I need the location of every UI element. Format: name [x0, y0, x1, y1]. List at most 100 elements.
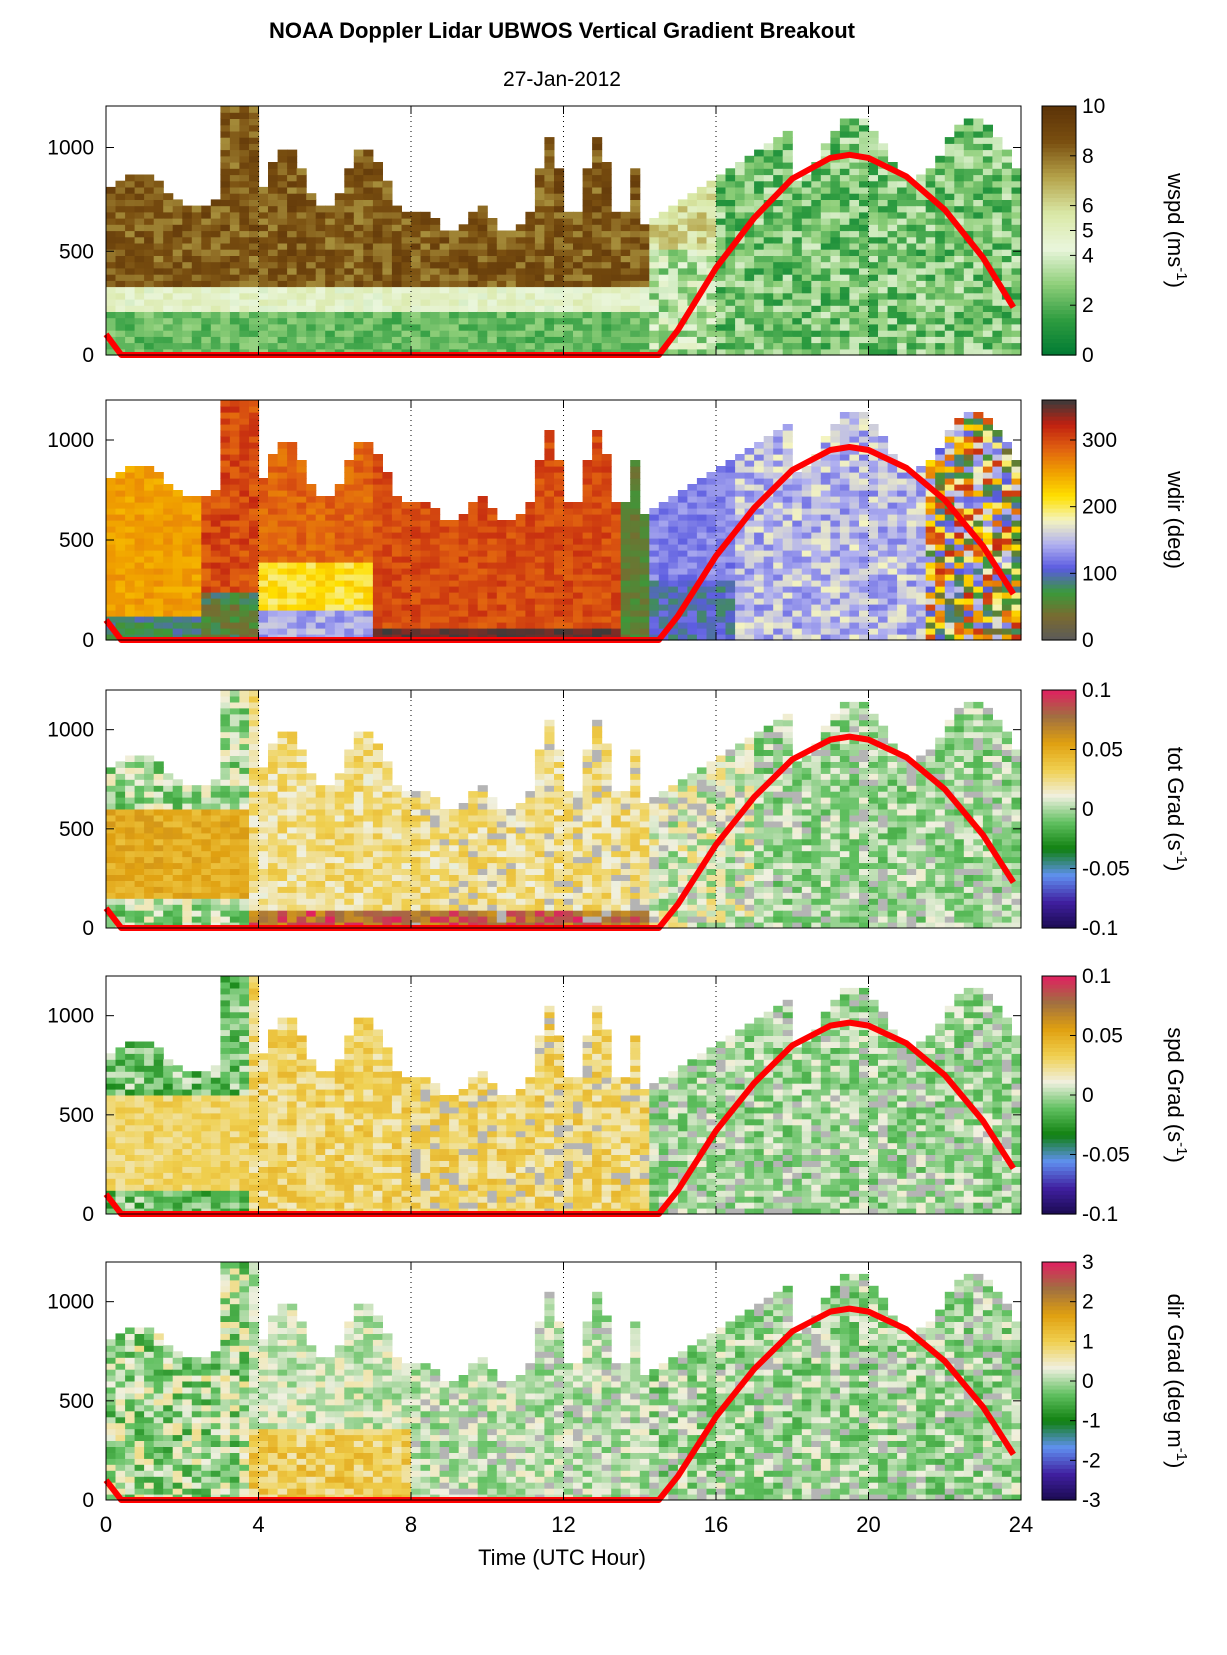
heatmap-cell — [296, 616, 307, 623]
heatmap-cell — [382, 568, 393, 575]
heatmap-cell — [839, 242, 850, 250]
heatmap-cell — [220, 242, 231, 250]
heatmap-cell — [439, 323, 450, 331]
heatmap-cell — [401, 211, 412, 219]
heatmap-cell — [239, 622, 250, 629]
heatmap-cell — [220, 502, 231, 509]
heatmap-cell — [372, 249, 383, 256]
heatmap-cell — [468, 249, 479, 256]
heatmap-cell — [763, 598, 774, 605]
heatmap-cell — [487, 520, 498, 527]
heatmap-cell — [344, 255, 355, 263]
heatmap-cell — [820, 211, 831, 219]
heatmap-cell — [878, 155, 889, 163]
heatmap-cell — [878, 311, 889, 319]
heatmap-cell — [563, 236, 574, 244]
heatmap-cell — [477, 236, 488, 244]
colorbar-tick-label: 4 — [1082, 244, 1094, 267]
heatmap-cell — [391, 568, 402, 575]
heatmap-cell — [344, 267, 355, 275]
heatmap-cell — [582, 186, 593, 194]
colorbar-segment — [1042, 197, 1076, 203]
heatmap-cell — [430, 274, 441, 281]
heatmap-cell — [649, 323, 660, 331]
heatmap-cell — [287, 502, 298, 509]
heatmap-cell — [153, 255, 164, 263]
heatmap-cell — [820, 622, 831, 629]
heatmap-cell — [925, 174, 936, 182]
heatmap-cell — [210, 267, 221, 275]
heatmap-cell — [801, 193, 812, 200]
heatmap-cell — [668, 280, 679, 288]
heatmap-cell — [353, 180, 364, 188]
heatmap-cell — [954, 137, 965, 144]
heatmap-cell — [220, 460, 231, 467]
heatmap-cell — [639, 299, 650, 306]
heatmap-cell — [334, 342, 345, 350]
heatmap-cell — [325, 604, 336, 611]
heatmap-cell — [411, 622, 422, 629]
heatmap-cell — [153, 478, 164, 485]
heatmap-cell — [763, 342, 774, 350]
heatmap-cell — [382, 616, 393, 623]
heatmap-cell — [935, 168, 946, 176]
heatmap-cell — [268, 180, 279, 188]
heatmap-cell — [258, 305, 269, 312]
heatmap-cell — [811, 466, 822, 473]
heatmap-cell — [125, 211, 136, 219]
heatmap-cell — [801, 280, 812, 288]
heatmap-cell — [897, 317, 908, 325]
heatmap-cell — [754, 478, 765, 485]
heatmap-cell — [792, 490, 803, 497]
heatmap-cell — [973, 174, 984, 182]
heatmap-cell — [468, 236, 479, 244]
heatmap-cell — [496, 242, 507, 250]
heatmap-cell — [849, 274, 860, 281]
heatmap-cell — [735, 604, 746, 611]
heatmap-cell — [954, 286, 965, 294]
heatmap-cell — [372, 598, 383, 605]
heatmap-cell — [534, 311, 545, 319]
heatmap-cell — [249, 568, 260, 575]
heatmap-cell — [325, 598, 336, 605]
heatmap-cell — [277, 556, 288, 563]
heatmap-cell — [677, 490, 688, 497]
heatmap-cell — [315, 274, 326, 281]
heatmap-cell — [544, 149, 555, 157]
heatmap-cell — [372, 556, 383, 563]
heatmap-cell — [468, 267, 479, 275]
heatmap-cell — [382, 236, 393, 244]
heatmap-cell — [801, 342, 812, 350]
heatmap-cell — [315, 586, 326, 593]
heatmap-cell — [506, 526, 517, 533]
heatmap-cell — [249, 199, 260, 207]
heatmap-cell — [554, 520, 565, 527]
heatmap-cell — [172, 496, 183, 503]
heatmap-cell — [801, 274, 812, 281]
heatmap-cell — [849, 242, 860, 250]
heatmap-cell — [458, 311, 469, 319]
heatmap-cell — [630, 330, 641, 337]
heatmap-cell — [106, 317, 117, 325]
heatmap-cell — [458, 544, 469, 551]
heatmap-cell — [287, 193, 298, 200]
heatmap-cell — [506, 261, 517, 269]
heatmap-cell — [125, 249, 136, 256]
heatmap-cell — [982, 292, 993, 300]
heatmap-cell — [582, 628, 593, 635]
heatmap-cell — [191, 317, 202, 325]
heatmap-cell — [134, 180, 145, 188]
heatmap-cell — [210, 628, 221, 635]
heatmap-cell — [534, 267, 545, 275]
heatmap-cell — [229, 168, 240, 176]
heatmap-cell — [144, 532, 155, 539]
heatmap-cell — [649, 508, 660, 515]
heatmap-cell — [163, 305, 174, 312]
heatmap-cell — [363, 311, 374, 319]
heatmap-cell — [287, 442, 298, 449]
heatmap-cell — [801, 348, 812, 356]
heatmap-cell — [229, 568, 240, 575]
heatmap-cell — [820, 143, 831, 151]
heatmap-cell — [716, 478, 727, 485]
heatmap-cell — [611, 242, 622, 250]
